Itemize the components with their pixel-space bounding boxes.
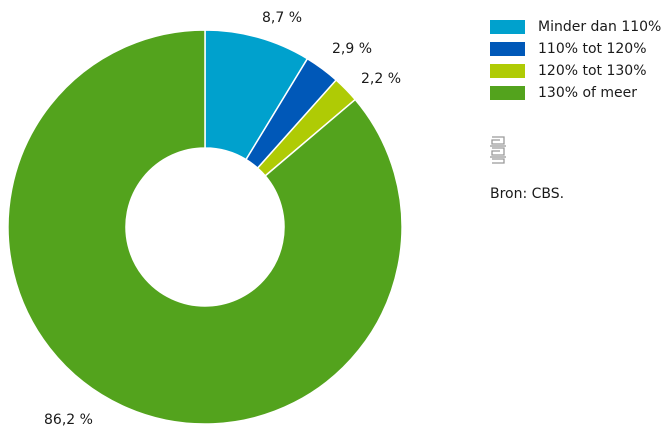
slice-value-label: 86,2 % xyxy=(44,412,93,428)
legend-item-120-tot-130: 120% tot 130% xyxy=(490,60,661,82)
legend-item-minder-dan-110: Minder dan 110% xyxy=(490,16,661,38)
legend-label: Minder dan 110% xyxy=(538,19,662,35)
legend-swatch xyxy=(490,64,525,78)
slice-value-label: 2,9 % xyxy=(332,41,372,57)
chart-legend: Minder dan 110% 110% tot 120% 120% tot 1… xyxy=(490,16,661,104)
legend-label: 130% of meer xyxy=(538,85,638,101)
slice-value-label: 2,2 % xyxy=(361,71,401,87)
legend-swatch xyxy=(490,42,525,56)
legend-item-110-tot-120: 110% tot 120% xyxy=(490,38,661,60)
legend-item-130-of-meer: 130% of meer xyxy=(490,82,661,104)
legend-label: 120% tot 130% xyxy=(538,63,647,79)
donut-slice-4 xyxy=(7,29,403,425)
cbs-logo-icon xyxy=(490,136,506,164)
legend-swatch xyxy=(490,86,525,100)
legend-swatch xyxy=(490,20,525,34)
legend-label: 110% tot 120% xyxy=(538,41,647,57)
source-note: Bron: CBS. xyxy=(490,186,565,202)
slice-value-label: 8,7 % xyxy=(262,10,302,26)
